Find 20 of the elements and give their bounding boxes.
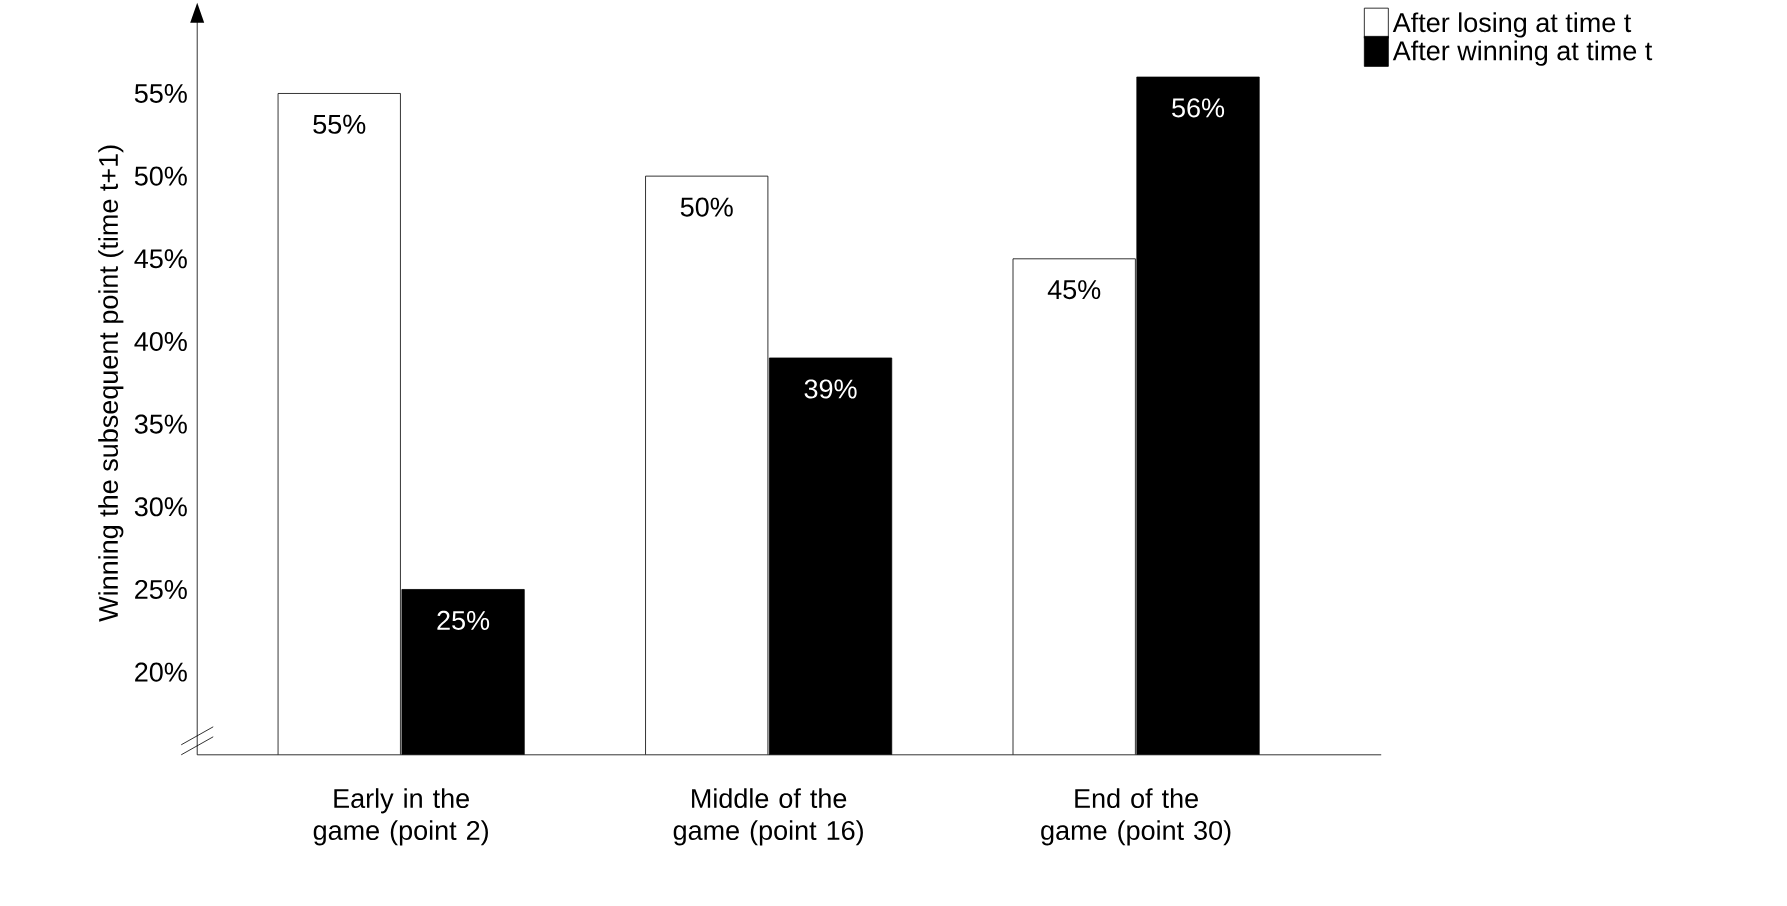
y-tick-label: 35% [134,414,187,434]
y-tick-label: 20% [135,662,187,682]
data-label: 39% [804,379,857,399]
y-axis-title: Winning the subsequent point (time t+1) [98,145,124,622]
y-tick-label: 30% [134,497,187,517]
x-tick-label: Early in the game (point 2) [313,788,488,846]
data-label: 25% [437,610,490,630]
y-tick-label: 45% [134,249,187,269]
y-tick-label: 40% [134,331,187,352]
y-tick-label: 25% [135,579,187,600]
y-tick-label: 55% [134,83,187,103]
data-label: 56% [1172,98,1225,118]
data-label: 55% [313,114,366,134]
x-tick-label: End of the game (point 30) [1041,788,1231,846]
y-tick-label: 50% [134,166,187,186]
data-label: 50% [680,197,733,217]
x-tick-label: Middle of the game (point 16) [673,788,863,846]
legend-label: After losing at time t [1392,12,1632,38]
legend-label: After winning at time t [1392,40,1653,66]
data-label: 45% [1047,280,1101,300]
